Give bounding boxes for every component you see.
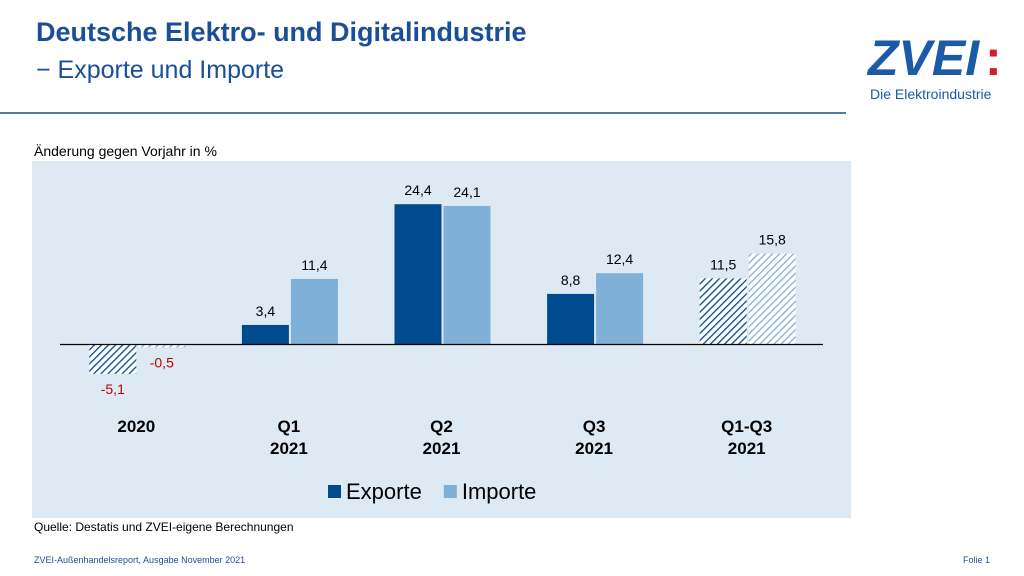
value-label: -5,1: [101, 381, 125, 397]
legend-swatch: [443, 485, 457, 498]
value-label: 11,5: [710, 256, 736, 272]
value-label: 24,4: [404, 182, 431, 198]
x-tick-label: Q2 2021: [423, 417, 461, 458]
logo-tagline: Die Elektroindustrie: [870, 86, 992, 102]
x-tick-label: Q1-Q3 2021: [721, 417, 772, 458]
logo-name: ZVEI: [866, 30, 980, 86]
title: Deutsche Elektro- und Digitalindustrie: [36, 17, 527, 47]
value-label: 24,1: [453, 184, 480, 200]
legend-swatch: [328, 485, 341, 498]
value-label: 12,4: [606, 251, 633, 267]
bar: [699, 278, 747, 345]
bar: [89, 344, 137, 374]
logo-mark: :: [985, 30, 1002, 86]
bar: [394, 204, 442, 345]
footer-right: Folie 1: [963, 555, 990, 565]
value-label: 8,8: [561, 272, 581, 288]
bar: [748, 253, 796, 345]
subtitle: − Exporte und Importe: [36, 56, 284, 84]
value-label: 15,8: [759, 232, 786, 248]
y-axis-label: Änderung gegen Vorjahr in %: [34, 143, 217, 159]
legend-label: Importe: [462, 479, 537, 504]
bar: [138, 344, 186, 348]
legend-label: Exporte: [346, 479, 422, 504]
bar: [290, 278, 338, 345]
x-tick-label: Q3 2021: [575, 417, 613, 458]
footer-left: ZVEI-Außenhandelsreport, Ausgabe Novembe…: [34, 555, 245, 565]
bar: [443, 205, 491, 345]
value-label: -0,5: [150, 354, 174, 370]
bar: [596, 273, 644, 345]
bar: [241, 324, 289, 345]
x-tick-label: Q1 2021: [270, 417, 308, 458]
source: Quelle: Destatis und ZVEI-eigene Berechn…: [34, 520, 294, 534]
bar: [547, 293, 595, 345]
value-label: 3,4: [256, 303, 276, 319]
x-tick-label: 2020: [117, 417, 155, 436]
value-label: 11,4: [301, 257, 327, 273]
